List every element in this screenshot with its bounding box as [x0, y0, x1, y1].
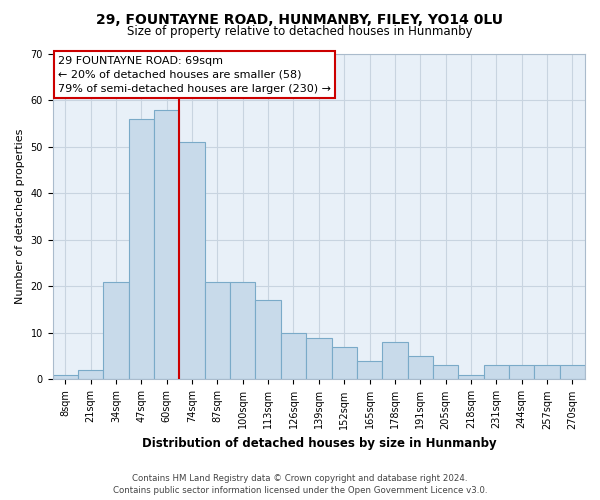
Bar	[382, 342, 407, 380]
Bar	[103, 282, 129, 380]
Bar	[230, 282, 256, 380]
Bar	[281, 333, 306, 380]
Bar	[306, 338, 332, 380]
Bar	[407, 356, 433, 380]
Bar	[433, 366, 458, 380]
Bar	[256, 300, 281, 380]
Bar	[205, 282, 230, 380]
Bar	[78, 370, 103, 380]
Bar	[357, 361, 382, 380]
Bar	[509, 366, 535, 380]
Text: Size of property relative to detached houses in Hunmanby: Size of property relative to detached ho…	[127, 25, 473, 38]
Bar	[53, 375, 78, 380]
Bar	[129, 119, 154, 380]
X-axis label: Distribution of detached houses by size in Hunmanby: Distribution of detached houses by size …	[142, 437, 496, 450]
Text: Contains HM Land Registry data © Crown copyright and database right 2024.
Contai: Contains HM Land Registry data © Crown c…	[113, 474, 487, 495]
Y-axis label: Number of detached properties: Number of detached properties	[15, 129, 25, 304]
Text: 29 FOUNTAYNE ROAD: 69sqm
← 20% of detached houses are smaller (58)
79% of semi-d: 29 FOUNTAYNE ROAD: 69sqm ← 20% of detach…	[58, 56, 331, 94]
Bar	[484, 366, 509, 380]
Bar	[458, 375, 484, 380]
Bar	[154, 110, 179, 380]
Bar	[560, 366, 585, 380]
Bar	[535, 366, 560, 380]
Text: 29, FOUNTAYNE ROAD, HUNMANBY, FILEY, YO14 0LU: 29, FOUNTAYNE ROAD, HUNMANBY, FILEY, YO1…	[97, 12, 503, 26]
Bar	[332, 347, 357, 380]
Bar	[179, 142, 205, 380]
